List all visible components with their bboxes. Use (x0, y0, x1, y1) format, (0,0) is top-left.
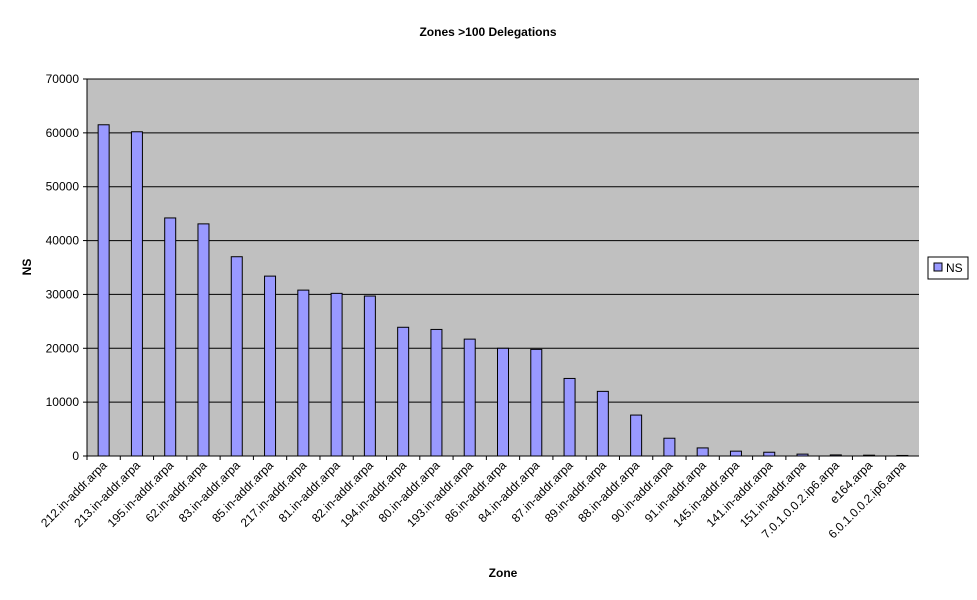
bar (796, 453, 809, 457)
bar (197, 223, 210, 457)
y-axis-label: NS (20, 259, 34, 276)
y-tick-label: 0 (72, 449, 79, 463)
bar (97, 124, 110, 457)
bar (696, 447, 709, 457)
bar (130, 131, 143, 457)
bar (763, 451, 776, 457)
legend-swatch (933, 262, 943, 272)
bar (397, 326, 410, 457)
bar (430, 328, 443, 457)
y-tick-label: 30000 (46, 287, 80, 301)
bar (663, 437, 676, 457)
bar (363, 295, 376, 457)
y-tick-label: 50000 (46, 180, 80, 194)
bar (230, 256, 243, 457)
legend-label: NS (946, 261, 963, 275)
chart-title: Zones >100 Delegations (419, 25, 556, 39)
x-axis-label: Zone (489, 566, 518, 580)
bar (896, 454, 909, 457)
bar (596, 390, 609, 457)
bar (729, 450, 742, 457)
bar (563, 377, 576, 457)
bar (463, 338, 476, 457)
bar (530, 348, 543, 457)
y-tick-label: 40000 (46, 234, 80, 248)
y-tick-label: 70000 (46, 72, 80, 86)
bar (330, 292, 343, 457)
bar (863, 454, 876, 457)
bar (829, 454, 842, 457)
bar (497, 347, 509, 457)
y-tick-label: 10000 (46, 395, 80, 409)
bar (297, 289, 310, 457)
bar (164, 217, 177, 457)
bar (630, 414, 643, 457)
bar (264, 275, 277, 457)
y-tick-label: 60000 (46, 126, 80, 140)
y-tick-label: 20000 (46, 341, 80, 355)
